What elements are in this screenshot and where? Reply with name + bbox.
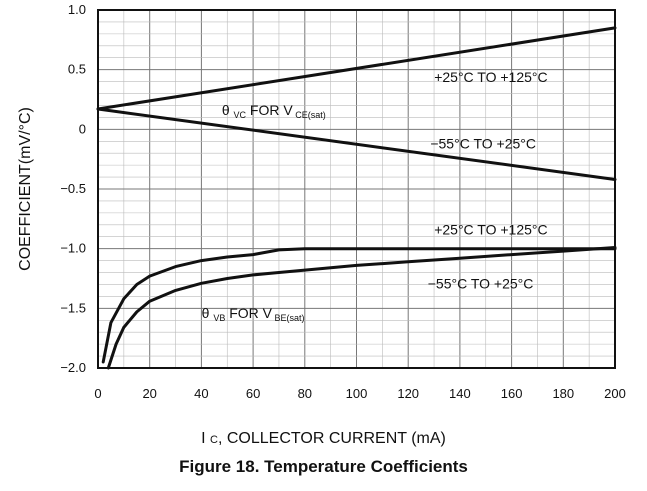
series-line-4: [106, 246, 617, 370]
x-tick-label: 40: [194, 386, 208, 401]
x-tick-label: 200: [604, 386, 626, 401]
annotation-1: +25°C TO +125°C: [434, 69, 547, 85]
x-tick-labels: 0 20 40 60 80 100 120 140 160 180 200: [94, 386, 625, 401]
y-tick-label: −1.0: [60, 241, 86, 256]
annotation-text: θ: [222, 102, 234, 118]
x-axis-text: , COLLECTOR CURRENT (mA): [217, 430, 446, 447]
grid: [98, 10, 615, 368]
series-line-1: [96, 26, 617, 111]
x-tick-label: 0: [94, 386, 101, 401]
y-tick-label: 0: [79, 121, 86, 136]
x-tick-label: 160: [501, 386, 523, 401]
annotation-subscript: CE(sat): [293, 110, 326, 120]
y-tick-label: −0.5: [60, 181, 86, 196]
x-axis-subscript: C: [210, 434, 218, 446]
annotation-6: θ VB FOR V BE(sat): [202, 305, 305, 323]
x-axis-title: I C, COLLECTOR CURRENT (mA): [0, 430, 647, 448]
x-axis-symbol: I: [201, 430, 206, 447]
annotation-text: FOR V: [246, 102, 293, 118]
annotations: +25°C TO +125°C −55°C TO +25°C +25°C TO +1…: [202, 69, 548, 323]
x-tick-label: 60: [246, 386, 260, 401]
annotation-3: +25°C TO +125°C: [434, 222, 547, 238]
annotation-text: FOR V: [225, 305, 272, 321]
x-tick-label: 20: [142, 386, 156, 401]
series-line-3: [101, 247, 617, 364]
annotation-subscript: BE(sat): [272, 313, 305, 323]
annotation-2: −55°C TO +25°C: [430, 136, 536, 152]
annotation-5: θ VC FOR V CE(sat): [222, 102, 326, 120]
annotation-subscript: VB: [213, 313, 225, 323]
annotation-4: −55°C TO +25°C: [428, 275, 534, 291]
y-tick-labels: 1.0 0.5 0 −0.5 −1.0 −1.5 −2.0: [60, 2, 86, 375]
chart: 0 20 40 60 80 100 120 140 160 180 200 1.0 0.5 0 −0.5 −…: [17, 2, 626, 401]
y-tick-label: 0.5: [68, 62, 86, 77]
x-tick-label: 180: [552, 386, 574, 401]
annotation-text: θ: [202, 305, 214, 321]
y-axis-title: COEFFICIENT(mV/°C): [17, 107, 34, 271]
x-tick-label: 80: [298, 386, 312, 401]
x-tick-label: 120: [397, 386, 419, 401]
y-tick-label: −2.0: [60, 360, 86, 375]
y-tick-label: 1.0: [68, 2, 86, 17]
x-tick-label: 140: [449, 386, 471, 401]
curves: [96, 26, 617, 370]
figure-caption: Figure 18. Temperature Coefficients: [179, 457, 468, 476]
y-tick-label: −1.5: [60, 300, 86, 315]
x-tick-label: 100: [346, 386, 368, 401]
plot-frame: [97, 9, 616, 369]
series-line-2: [96, 107, 617, 181]
annotation-subscript: VC: [234, 110, 247, 120]
